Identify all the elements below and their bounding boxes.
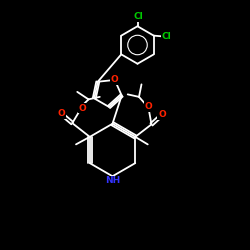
Text: O: O — [78, 104, 86, 112]
Text: O: O — [111, 76, 119, 84]
Text: Cl: Cl — [161, 32, 171, 42]
Text: O: O — [158, 110, 166, 120]
Text: O: O — [144, 102, 152, 111]
Text: O: O — [57, 109, 65, 118]
Text: Cl: Cl — [134, 12, 143, 21]
Text: NH: NH — [105, 176, 120, 185]
